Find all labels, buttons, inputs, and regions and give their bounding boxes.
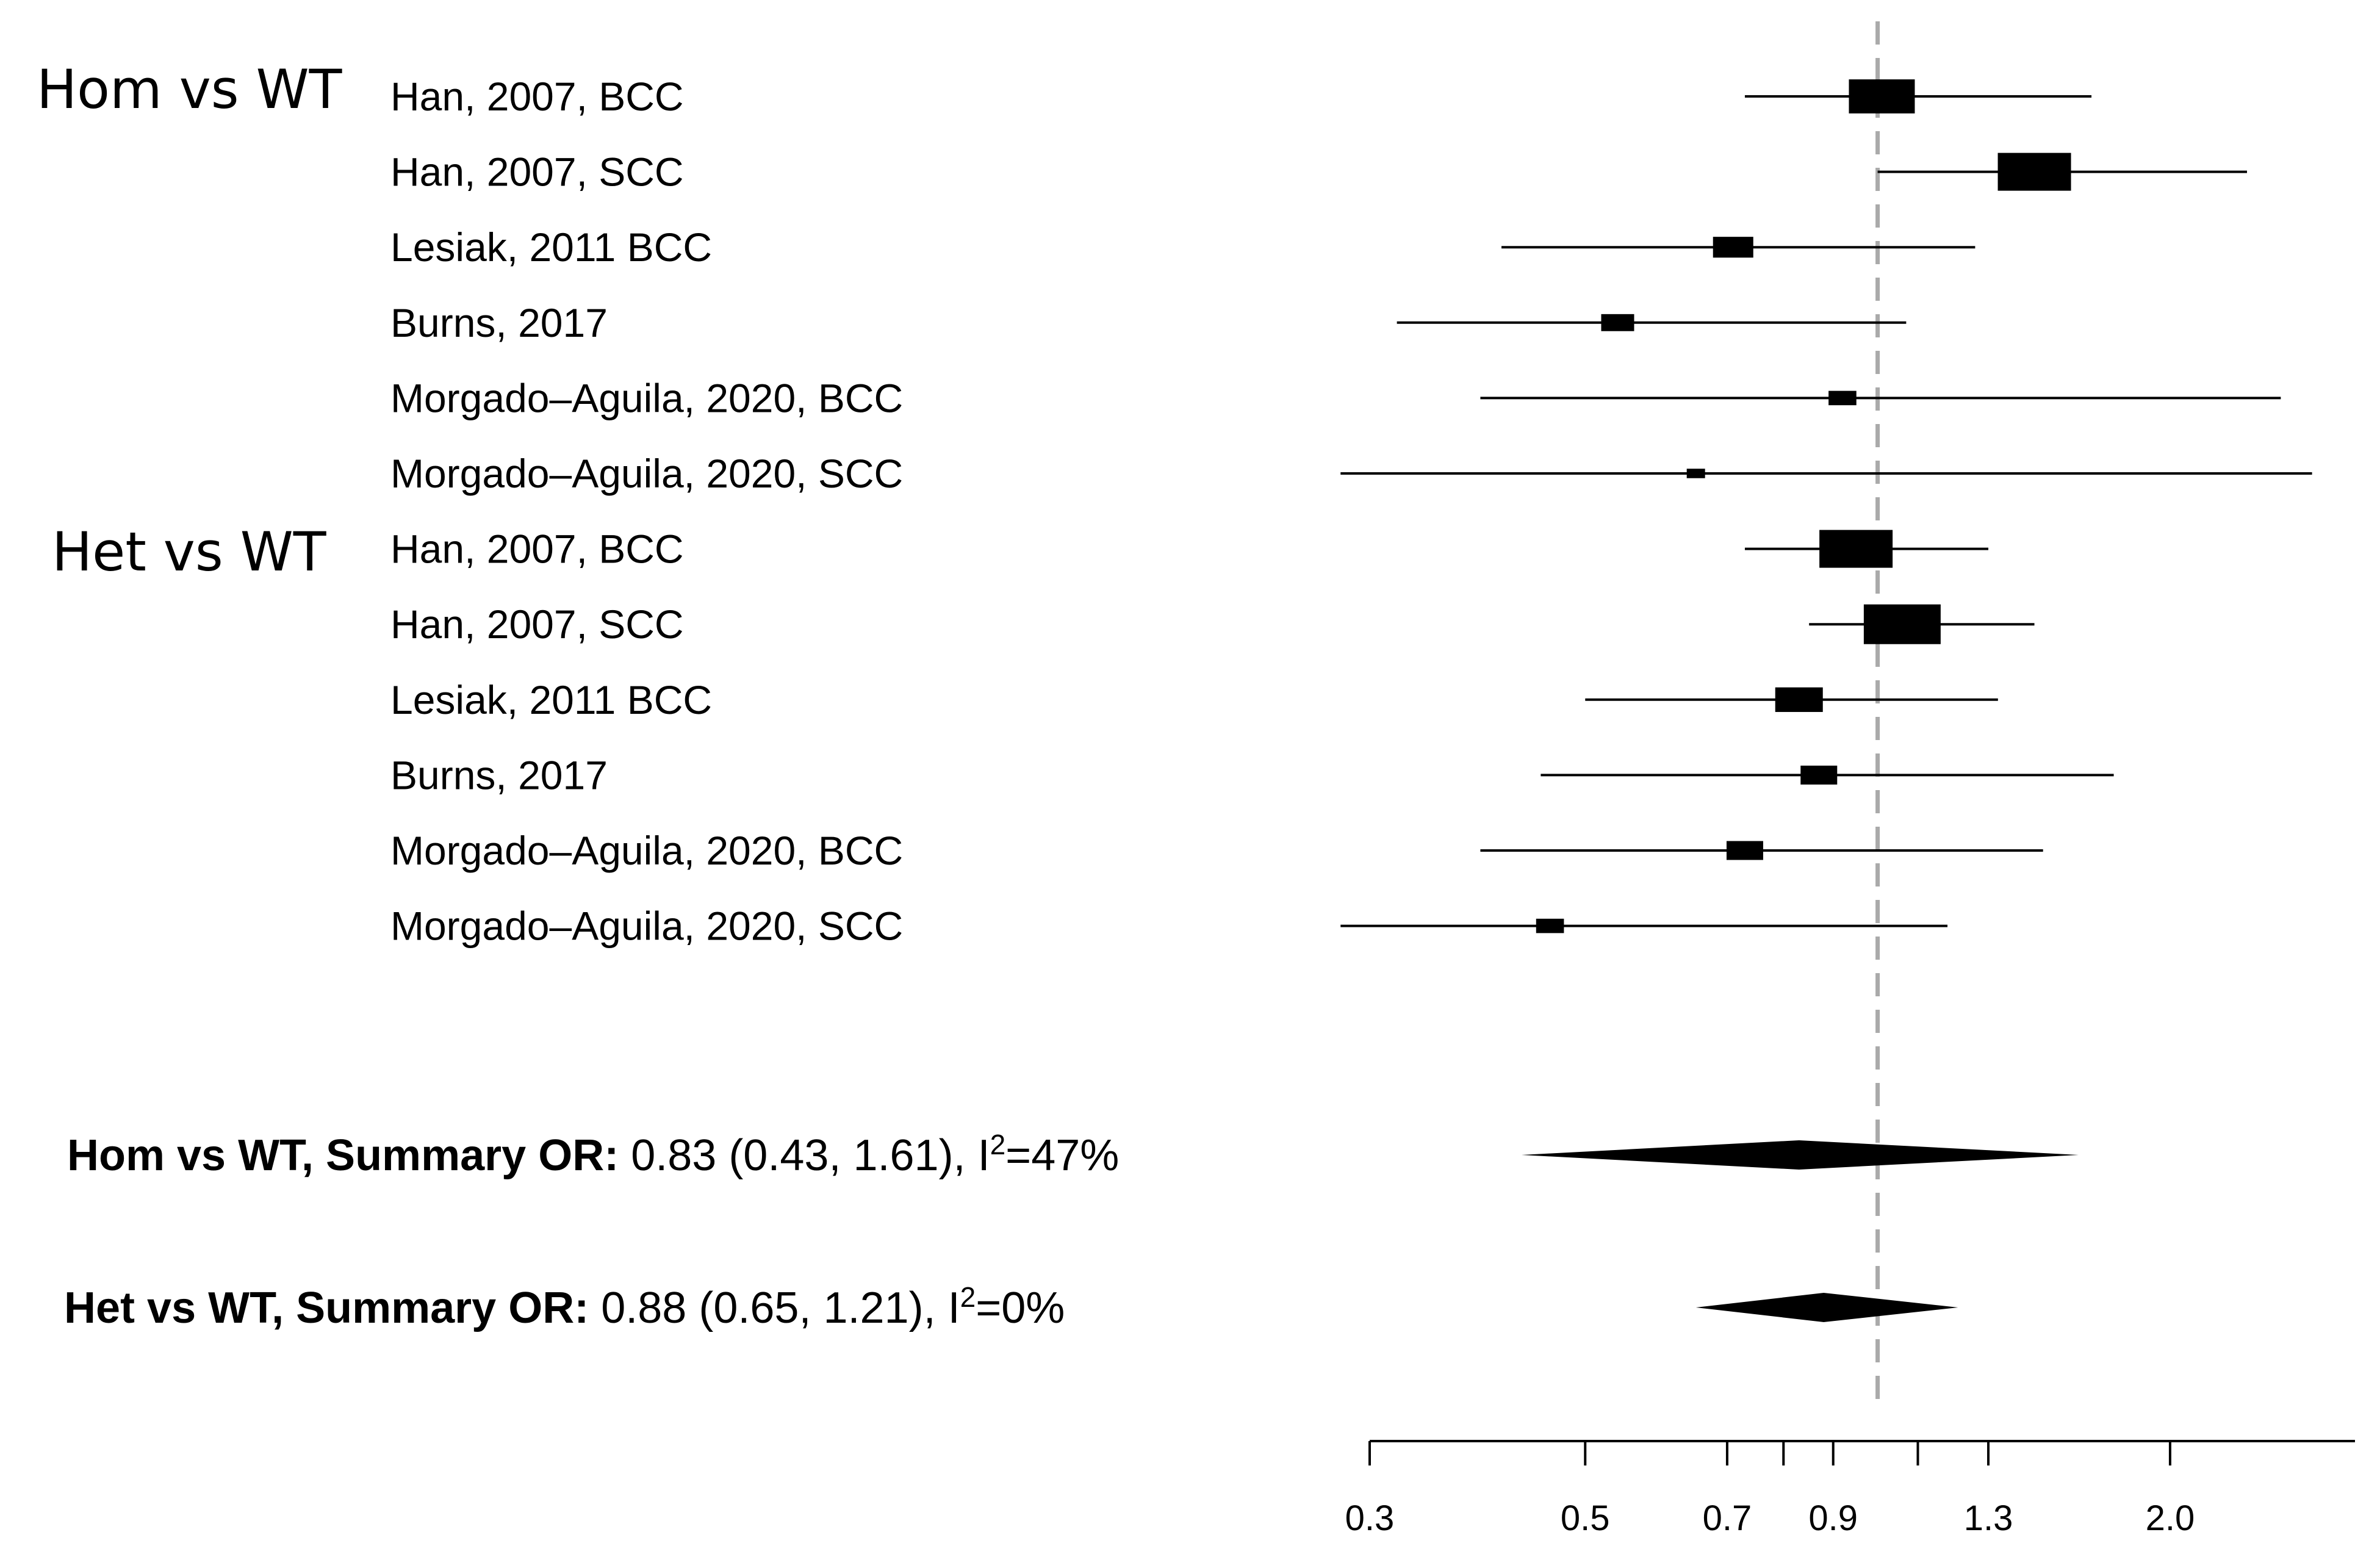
study-label: Morgado–Aguila, 2020, BCC <box>390 828 903 873</box>
summary-diamond <box>1521 1140 2079 1170</box>
study-label: Han, 2007, SCC <box>390 149 684 195</box>
study-label: Morgado–Aguila, 2020, SCC <box>390 451 903 496</box>
study-label: Lesiak, 2011 BCC <box>390 677 712 722</box>
summary-group-label: Het vs WT, Summary OR: <box>64 1284 589 1332</box>
x-tick-label: 0.3 <box>1345 1498 1395 1538</box>
study-box <box>1800 765 1838 785</box>
x-tick-label: 2.0 <box>2146 1498 2195 1538</box>
summary-heterogeneity: =47% <box>1005 1131 1119 1180</box>
study-box <box>1726 841 1763 860</box>
summary-superscript: 2 <box>960 1281 976 1313</box>
summary-label: Hom vs WT, Summary OR: 0.83 (0.43, 1.61)… <box>67 1129 1119 1180</box>
study-label: Han, 2007, BCC <box>390 74 684 119</box>
study-box <box>1819 530 1893 568</box>
x-tick-label: 0.7 <box>1703 1498 1752 1538</box>
study-box <box>1601 314 1634 331</box>
study-label: Lesiak, 2011 BCC <box>390 225 712 270</box>
study-label: Burns, 2017 <box>390 752 608 797</box>
x-tick-label: 0.5 <box>1561 1498 1610 1538</box>
group-label: Het vs WT <box>52 520 327 583</box>
study-box <box>1775 687 1823 712</box>
study-box <box>1713 237 1753 258</box>
study-box <box>1828 390 1857 406</box>
study-label: Han, 2007, SCC <box>390 602 684 647</box>
summary-diamond <box>1695 1293 1958 1322</box>
study-label: Burns, 2017 <box>390 300 608 345</box>
study-label: Han, 2007, BCC <box>390 527 684 572</box>
study-box <box>1536 918 1564 933</box>
summary-value: 0.88 (0.65, 1.21), I <box>589 1284 960 1332</box>
summary-label: Het vs WT, Summary OR: 0.88 (0.65, 1.21)… <box>64 1281 1065 1332</box>
study-box <box>1686 469 1705 478</box>
x-tick-label: 0.9 <box>1808 1498 1858 1538</box>
study-label: Morgado–Aguila, 2020, SCC <box>390 904 903 949</box>
group-label: Hom vs WT <box>37 58 343 121</box>
x-tick-label: 1.3 <box>1964 1498 2013 1538</box>
study-box <box>1997 153 2071 191</box>
study-box <box>1863 604 1941 644</box>
summary-value: 0.83 (0.43, 1.61), I <box>619 1131 990 1180</box>
study-box <box>1849 79 1915 113</box>
summary-superscript: 2 <box>990 1129 1006 1160</box>
summary-group-label: Hom vs WT, Summary OR: <box>67 1131 619 1180</box>
study-label: Morgado–Aguila, 2020, BCC <box>390 375 903 420</box>
summary-heterogeneity: =0% <box>976 1284 1065 1332</box>
